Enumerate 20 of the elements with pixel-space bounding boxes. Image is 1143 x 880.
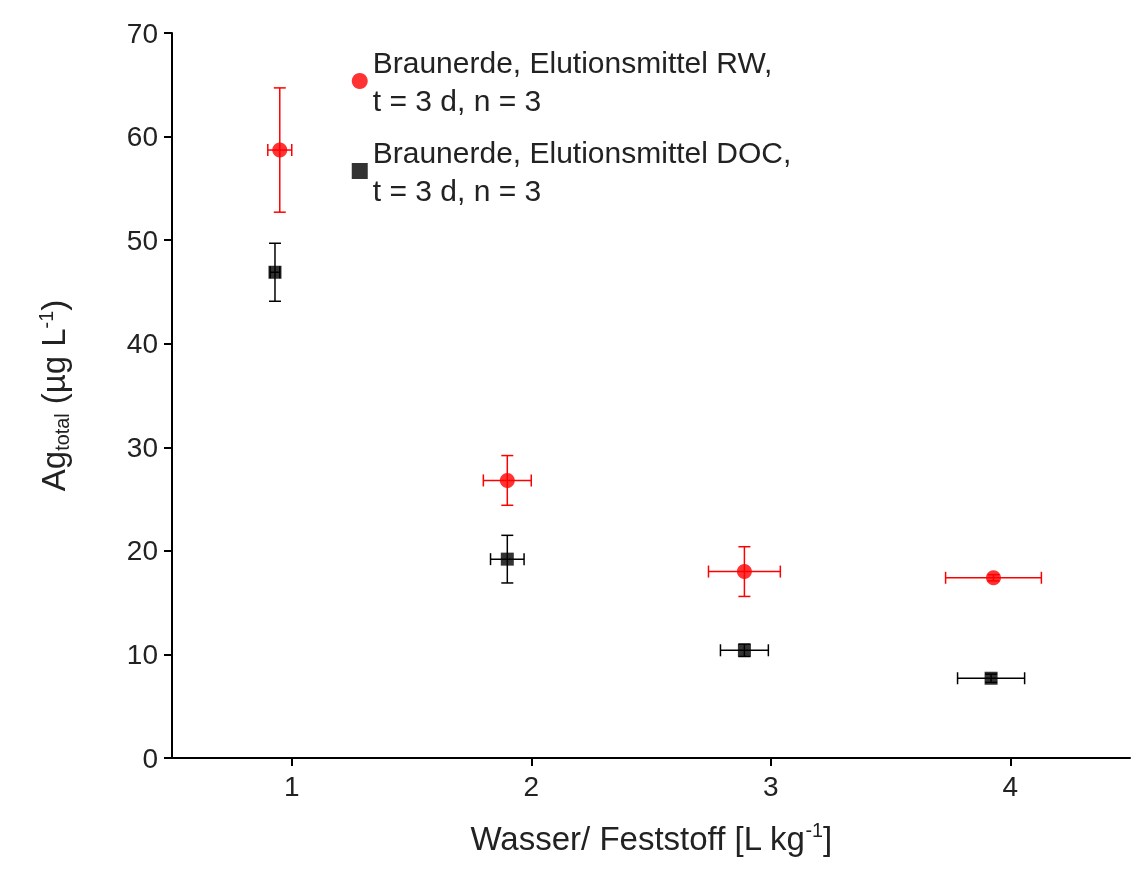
x-tick-label: 4: [1002, 770, 1019, 802]
x-tick-label: 2: [523, 770, 540, 802]
y-tick-label: 30: [126, 431, 158, 463]
point: [499, 472, 515, 488]
y-tick-label: 70: [126, 17, 158, 49]
y-tick-label: 20: [126, 535, 158, 567]
point: [736, 564, 752, 580]
y-tick-label: 60: [126, 121, 158, 153]
legend-label: Braunerde, Elutionsmittel RW, t = 3 d, n = 3: [372, 45, 773, 117]
x-tick-label: 3: [762, 770, 779, 802]
y-axis-title: Agtotal (µg L-1): [34, 299, 73, 492]
y-tick-label: 0: [142, 742, 158, 774]
y-tick-label: 40: [126, 328, 158, 360]
point: [272, 142, 288, 158]
point: [500, 552, 514, 566]
y-tick-label: 50: [126, 224, 158, 256]
point: [986, 570, 1001, 586]
x-tick-label: 1: [283, 770, 300, 802]
legend-label: Braunerde, Elutionsmittel DOC, t = 3 d, n = 3: [372, 135, 792, 207]
y-tick-label: 10: [126, 638, 158, 670]
